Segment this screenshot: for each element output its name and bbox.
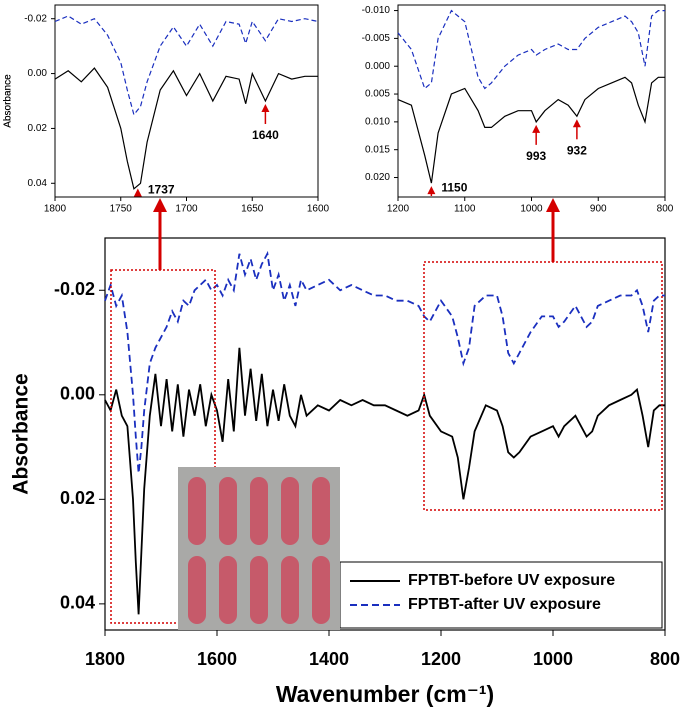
y-axis-label: Absorbance	[10, 373, 33, 494]
y-axis-label: Absorbance	[3, 74, 14, 128]
y-tick-label: -0.02	[54, 279, 95, 299]
y-tick-label: 0.015	[365, 144, 390, 155]
y-tick-label: 0.04	[60, 593, 95, 613]
y-tick-label: 0.04	[28, 178, 48, 189]
inset-chart: 1800 1750 1700 1650 1600 -0.02 0.00 0.02 0.04 Abs…	[3, 4, 330, 215]
plot-frame	[54, 4, 319, 198]
series-line	[104, 250, 665, 474]
y-tick-label: -0.02	[24, 13, 47, 24]
legend-label: FPTBT-before UV exposure	[408, 572, 615, 589]
main-chart: 1800 1600 1400 1200 1000 800 -0.02 0.00 0.02 0.04…	[10, 237, 680, 707]
peak-arrow-head	[133, 188, 142, 197]
series-line	[104, 347, 665, 615]
series-line	[54, 67, 318, 190]
y-tick-label: 0.005	[365, 89, 390, 100]
peak-label: 932	[567, 143, 587, 157]
peak-label: 993	[526, 149, 546, 163]
legend-box	[339, 561, 663, 629]
legend-label: FPTBT-after UV exposure	[408, 596, 601, 613]
y-tick-label: -0.010	[362, 5, 391, 16]
x-tick-label: 1650	[241, 204, 264, 215]
peak-arrow-head	[532, 124, 541, 133]
inset-chart: 1200 1100 1000 900 800 -0.010 -0.005 0.000 0.005…	[3, 4, 674, 215]
x-tick-label: 1200	[387, 204, 410, 215]
plot-frame	[397, 4, 666, 198]
peak-label: 1737	[148, 183, 175, 197]
y-tick-label: -0.005	[362, 33, 391, 44]
x-tick-label: 1800	[44, 204, 67, 215]
x-tick-label: 1800	[85, 649, 125, 669]
y-axis-label: Absorbance	[3, 74, 14, 128]
series-line	[397, 76, 665, 184]
peak-label: 1150	[441, 180, 467, 194]
y-tick-label: 0.020	[365, 172, 390, 183]
connector-head	[546, 198, 560, 212]
y-tick-label: 0.000	[365, 61, 390, 72]
series-line	[397, 9, 665, 90]
y-tick-label: 0.00	[28, 68, 48, 79]
peak-arrow-head	[572, 119, 581, 128]
plot-frame	[104, 237, 666, 631]
x-tick-label: 1600	[307, 204, 330, 215]
y-tick-label: 0.02	[28, 123, 48, 134]
x-tick-label: 1700	[175, 204, 198, 215]
connector-head	[153, 198, 167, 212]
y-tick-label: 0.02	[60, 488, 95, 508]
peak-label: 1640	[252, 128, 279, 142]
y-tick-label: 0.010	[365, 117, 390, 128]
y-tick-label: 0.00	[60, 384, 95, 404]
photo	[178, 467, 340, 630]
zoom-box	[423, 261, 663, 511]
x-tick-label: 1100	[454, 204, 476, 215]
x-tick-label: 1400	[309, 649, 349, 669]
series-line	[54, 15, 319, 116]
x-tick-label: 1000	[520, 204, 543, 215]
peak-arrow-head	[261, 104, 270, 112]
x-tick-label: 800	[657, 204, 674, 215]
zoom-box	[110, 269, 216, 624]
x-tick-label: 1600	[197, 649, 237, 669]
x-tick-label: 1750	[110, 204, 133, 215]
x-axis-label: Wavenumber (cm⁻¹)	[276, 681, 494, 707]
x-tick-label: 900	[590, 204, 607, 215]
x-tick-label: 1200	[421, 649, 461, 669]
x-tick-label: 1000	[533, 649, 573, 669]
x-tick-label: 800	[650, 649, 680, 669]
peak-arrow-head	[427, 186, 436, 195]
